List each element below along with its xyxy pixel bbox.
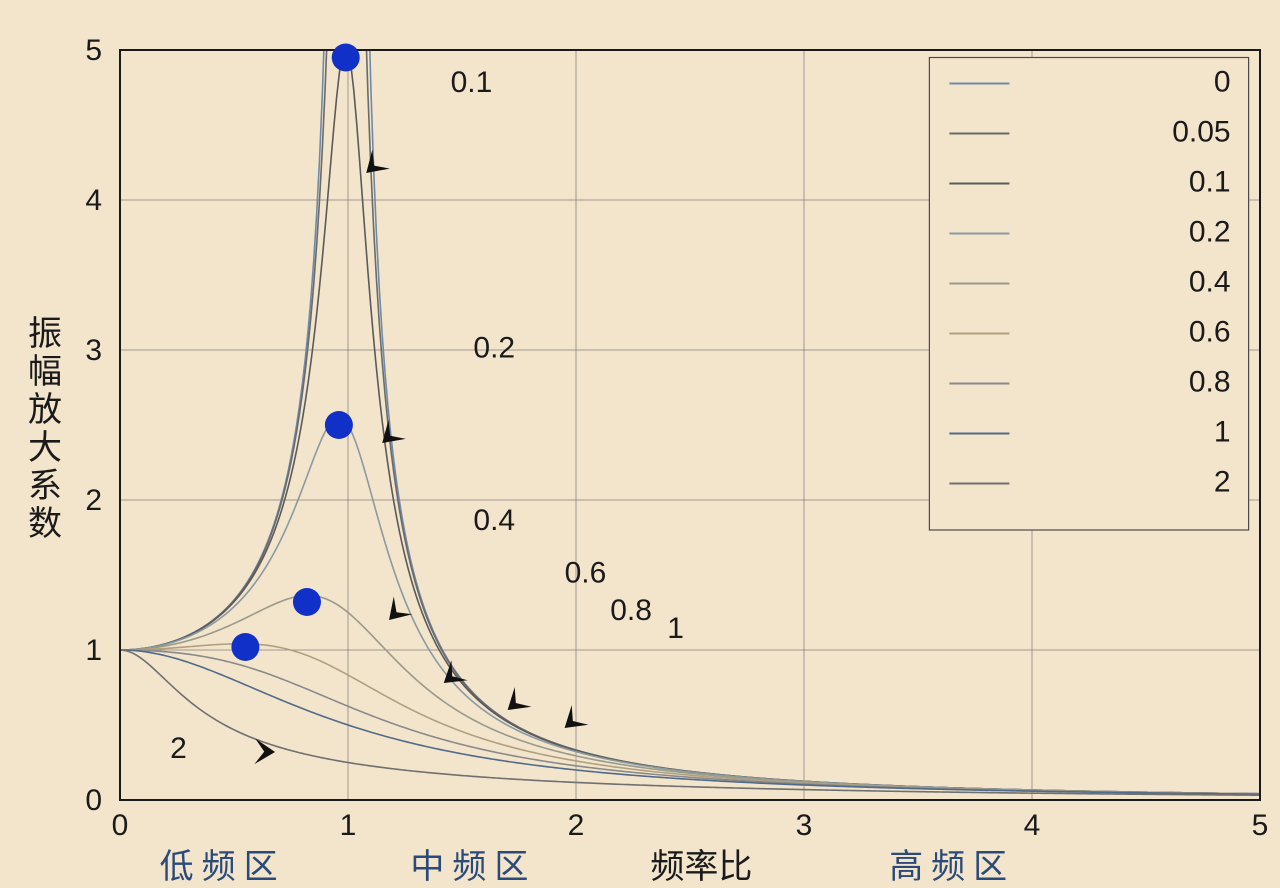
y-axis-label: 幅 — [28, 353, 62, 391]
legend-label: 0.05 — [1172, 116, 1230, 149]
xtick-label: 0 — [112, 809, 129, 842]
xtick-label: 5 — [1252, 809, 1269, 842]
y-axis-label: 系 — [28, 467, 62, 505]
y-axis-label: 放 — [28, 391, 62, 429]
region-label: 高频区 — [889, 848, 1015, 886]
curve-annotation: 0.4 — [473, 504, 515, 537]
peak-marker — [332, 44, 360, 72]
region-label: 低频区 — [160, 848, 286, 886]
legend-label: 1 — [1214, 416, 1231, 449]
legend-label: 0.1 — [1189, 166, 1231, 199]
resonance-chart: 0 1 2 3 4 5 0 1 2 3 4 5 振幅放大系数低频区 中频区 高频区 频率比 0.1 0.2 0.4 0… — [0, 0, 1280, 888]
peak-marker — [293, 588, 321, 616]
curve-annotation: 0.6 — [565, 557, 607, 590]
curve-annotation: 0.1 — [451, 66, 493, 99]
y-axis-label: 数 — [28, 505, 62, 543]
region-label: 中频区 — [410, 848, 536, 886]
legend-label: 0.8 — [1189, 366, 1231, 399]
xtick-label: 4 — [1024, 809, 1041, 842]
peak-marker — [231, 633, 259, 661]
x-axis-label: 频率比 — [650, 848, 752, 886]
ytick-label: 3 — [85, 334, 102, 367]
ytick-label: 0 — [85, 784, 102, 817]
xtick-label: 1 — [340, 809, 357, 842]
legend-label: 0.4 — [1189, 266, 1231, 299]
legend-label: 2 — [1214, 466, 1231, 499]
ytick-label: 1 — [85, 634, 102, 667]
xtick-label: 2 — [568, 809, 585, 842]
curve-annotation: 2 — [170, 732, 187, 765]
ytick-label: 4 — [85, 184, 102, 217]
curve-annotation: 1 — [667, 612, 684, 645]
legend-label: 0.6 — [1189, 316, 1231, 349]
chart-svg: 0 1 2 3 4 5 0 1 2 3 4 5 振幅放大系数低频区 中频区 高频区 频率比 0.1 0.2 0.4 0… — [0, 0, 1280, 888]
legend-label: 0 — [1214, 66, 1231, 99]
y-axis-label: 振 — [28, 315, 62, 353]
peak-marker — [325, 411, 353, 439]
curve-annotation: 0.8 — [610, 594, 652, 627]
ytick-label: 2 — [85, 484, 102, 517]
curve-annotation: 0.2 — [473, 332, 515, 365]
y-axis-label: 大 — [28, 429, 62, 467]
ytick-label: 5 — [85, 34, 102, 67]
legend-label: 0.2 — [1189, 216, 1231, 249]
xtick-label: 3 — [796, 809, 813, 842]
